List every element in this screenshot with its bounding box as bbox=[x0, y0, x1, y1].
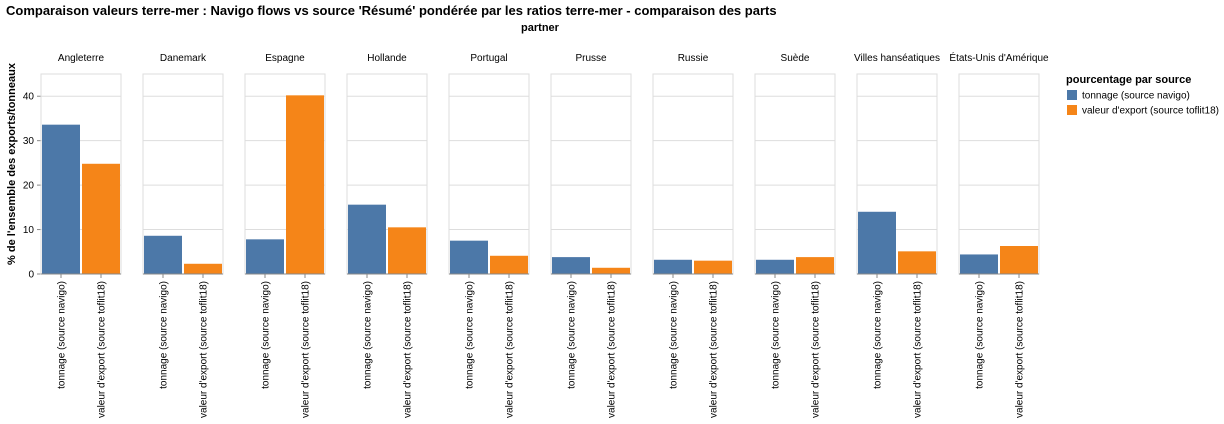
y-axis-title: % de l'ensemble des exports/tonneaux bbox=[6, 62, 18, 265]
facet-label: Espagne bbox=[265, 53, 305, 64]
bar bbox=[756, 259, 794, 274]
facet-panel: États-Unis d'Amérique tonnage (source nav… bbox=[949, 51, 1049, 418]
panel-frame bbox=[550, 73, 632, 275]
bar bbox=[286, 95, 324, 274]
facets: 0 10 20 30 40 Angleterre tonnage (source navig… bbox=[23, 51, 1049, 418]
bar bbox=[960, 254, 998, 274]
bar bbox=[348, 204, 386, 274]
legend-title: pourcentage par source bbox=[1066, 74, 1191, 86]
facet-label: Russie bbox=[678, 53, 709, 64]
facet-panel: Hollande tonnage (source navigo) valeur d'… bbox=[346, 53, 428, 418]
x-tick-label: valeur d'export (source toflit18) bbox=[709, 281, 720, 418]
x-tick-label: valeur d'export (source toflit18) bbox=[97, 281, 108, 418]
legend-label: valeur d'export (source toflit18) bbox=[1082, 106, 1219, 117]
legend-swatch bbox=[1067, 105, 1077, 115]
facet-panel: Danemark tonnage (source navigo) valeur d'… bbox=[142, 53, 224, 418]
facet-label: Suède bbox=[781, 53, 810, 64]
facet-label: États-Unis d'Amérique bbox=[949, 51, 1049, 64]
bar bbox=[144, 235, 182, 274]
x-tick-label: tonnage (source navigo) bbox=[159, 281, 170, 389]
bar bbox=[694, 260, 732, 274]
facet-label: Danemark bbox=[160, 53, 207, 64]
bar bbox=[1000, 246, 1038, 274]
facet-label: Hollande bbox=[367, 53, 407, 64]
y-tick-label: 0 bbox=[28, 270, 34, 281]
x-tick-label: tonnage (source navigo) bbox=[975, 281, 986, 389]
x-tick-label: valeur d'export (source toflit18) bbox=[913, 281, 924, 418]
y-tick-label: 10 bbox=[23, 225, 35, 236]
x-tick-label: valeur d'export (source toflit18) bbox=[607, 281, 618, 418]
x-tick-label: tonnage (source navigo) bbox=[363, 281, 374, 389]
legend-item: tonnage (source navigo) bbox=[1067, 90, 1190, 102]
bar bbox=[796, 257, 834, 274]
x-tick-label: tonnage (source navigo) bbox=[771, 281, 782, 389]
x-tick-label: valeur d'export (source toflit18) bbox=[199, 281, 210, 418]
bar bbox=[490, 255, 528, 274]
facet-panel: Prusse tonnage (source navigo) valeur d'ex… bbox=[550, 53, 632, 418]
bar bbox=[552, 257, 590, 274]
facet-panel: Russie tonnage (source navigo) valeur d'ex… bbox=[652, 53, 734, 418]
x-tick-label: tonnage (source navigo) bbox=[57, 281, 68, 389]
y-axis: 0 10 20 30 40 bbox=[23, 74, 42, 281]
facet-panel: Espagne tonnage (source navigo) valeur d'e… bbox=[244, 53, 326, 418]
chart-title: Comparaison valeurs terre-mer : Navigo f… bbox=[6, 3, 777, 18]
facet-label: Prusse bbox=[575, 53, 607, 64]
facet-panel: Angleterre tonnage (source navigo) valeur … bbox=[40, 53, 122, 418]
x-tick-label: valeur d'export (source toflit18) bbox=[505, 281, 516, 418]
x-tick-label: valeur d'export (source toflit18) bbox=[1015, 281, 1026, 418]
facet-label: Portugal bbox=[470, 53, 507, 64]
x-tick-label: tonnage (source navigo) bbox=[567, 281, 578, 389]
facet-panel: Portugal tonnage (source navigo) valeur d'… bbox=[448, 53, 530, 418]
x-tick-label: tonnage (source navigo) bbox=[261, 281, 272, 389]
bar bbox=[898, 251, 936, 274]
bar bbox=[42, 124, 80, 275]
x-tick-label: valeur d'export (source toflit18) bbox=[811, 281, 822, 418]
bar bbox=[82, 163, 120, 274]
facet-panel: Suède tonnage (source navigo) valeur d'exp… bbox=[754, 53, 836, 418]
x-tick-label: valeur d'export (source toflit18) bbox=[301, 281, 312, 418]
legend-swatch bbox=[1067, 90, 1077, 100]
legend: pourcentage par source tonnage (source na… bbox=[1066, 74, 1219, 117]
y-tick-label: 40 bbox=[23, 92, 35, 103]
facet-label: Villes hanséatiques bbox=[854, 53, 940, 64]
panel-frame bbox=[958, 73, 1040, 275]
legend-label: tonnage (source navigo) bbox=[1082, 91, 1190, 102]
column-header: partner bbox=[521, 22, 560, 34]
bar bbox=[592, 267, 630, 274]
x-tick-label: valeur d'export (source toflit18) bbox=[403, 281, 414, 418]
panel-frame bbox=[652, 73, 734, 275]
legend-item: valeur d'export (source toflit18) bbox=[1067, 105, 1219, 117]
bar bbox=[654, 259, 692, 274]
bar bbox=[246, 239, 284, 274]
bar bbox=[184, 263, 222, 274]
facet-panel: Villes hanséatiques tonnage (source navig… bbox=[854, 53, 940, 418]
bar bbox=[858, 211, 896, 274]
x-tick-label: tonnage (source navigo) bbox=[465, 281, 476, 389]
bar bbox=[450, 240, 488, 274]
facet-label: Angleterre bbox=[58, 53, 105, 64]
y-tick-label: 30 bbox=[23, 136, 35, 147]
x-tick-label: tonnage (source navigo) bbox=[873, 281, 884, 389]
bar bbox=[388, 227, 426, 274]
y-tick-label: 20 bbox=[23, 181, 35, 192]
x-tick-label: tonnage (source navigo) bbox=[669, 281, 680, 389]
panel-frame bbox=[754, 73, 836, 275]
